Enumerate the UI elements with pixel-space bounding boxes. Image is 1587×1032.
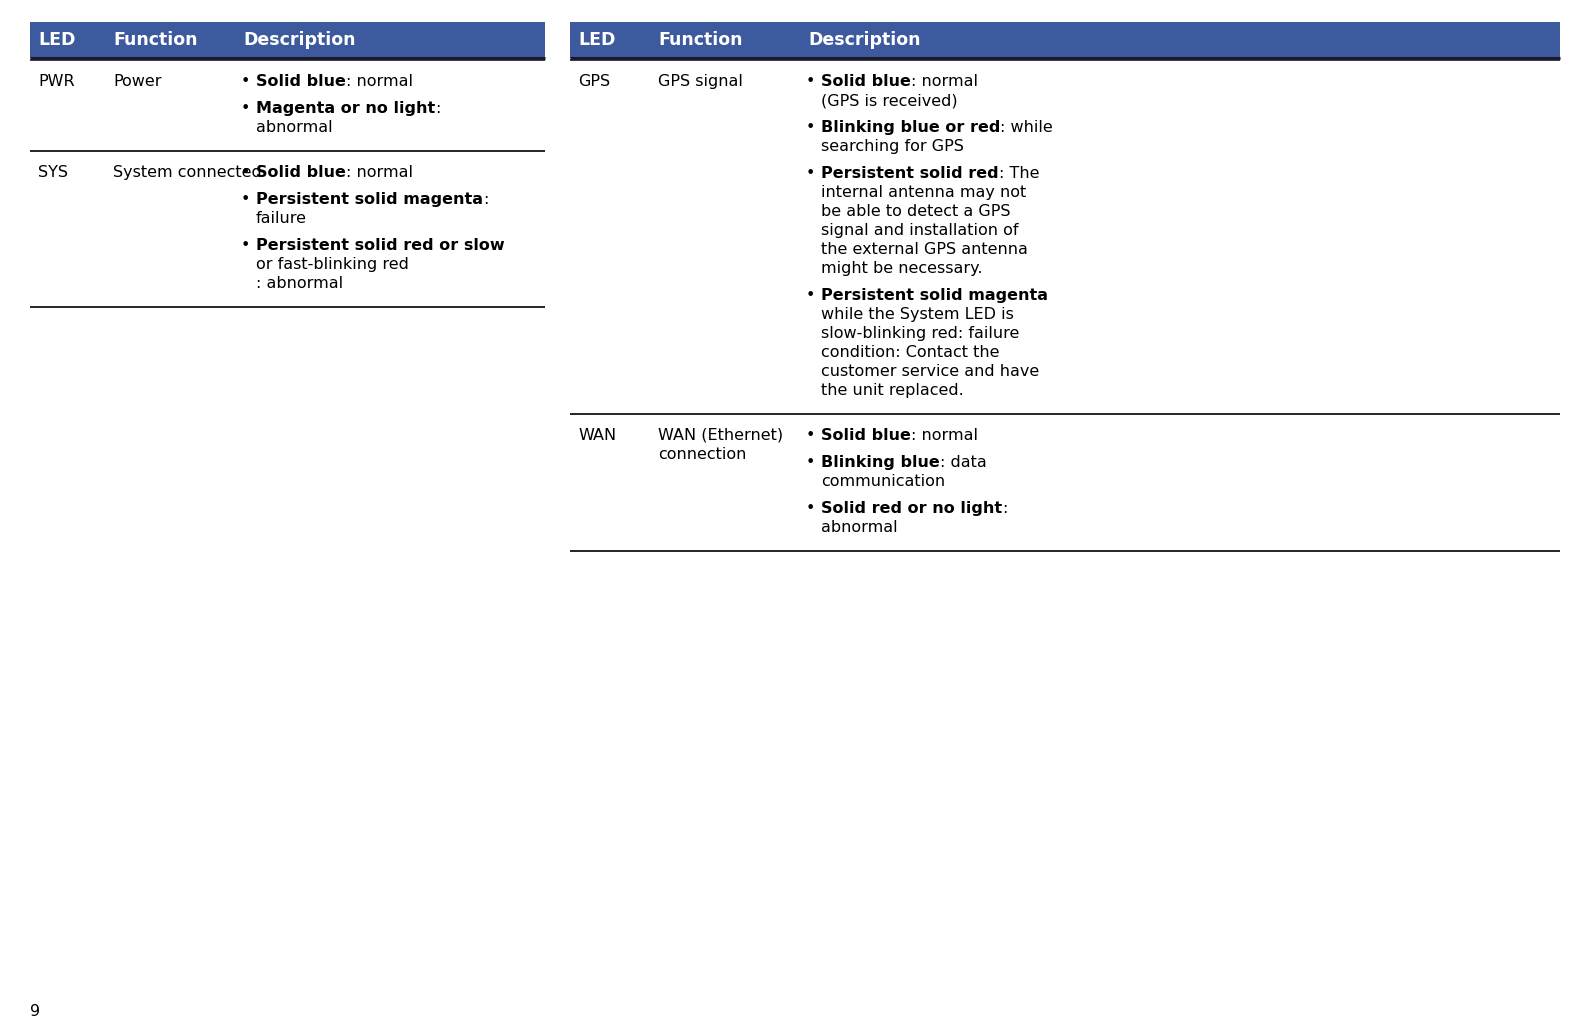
Text: :: : [1001,501,1008,516]
Bar [30,22,544,58]
Text: •: • [806,166,816,181]
Text: : while: : while [1000,120,1054,135]
Text: Solid blue: Solid blue [256,165,346,180]
Text: or fast-blinking red: or fast-blinking red [256,257,409,272]
Text: slow-blinking red: failure: slow-blinking red: failure [820,326,1019,341]
Text: Function: Function [113,31,197,49]
Text: might be necessary.: might be necessary. [820,261,982,276]
Text: •: • [241,192,251,207]
Text: abnormal: abnormal [820,520,898,535]
Text: :: : [482,192,489,207]
Text: Function: Function [659,31,743,49]
Text: SYS: SYS [38,165,68,180]
Text: : normal: : normal [346,165,413,180]
Text: signal and installation of: signal and installation of [820,223,1019,238]
Text: GPS: GPS [578,74,609,89]
Text: connection: connection [659,447,746,462]
Text: •: • [241,74,251,89]
Text: •: • [806,428,816,443]
Text: •: • [241,165,251,180]
Text: 9: 9 [30,1004,40,1019]
Bar [570,22,1560,58]
Text: Power: Power [113,74,162,89]
Text: Persistent solid red or slow: Persistent solid red or slow [256,238,505,253]
Text: Solid blue: Solid blue [820,74,911,89]
Text: Description: Description [808,31,920,49]
Text: be able to detect a GPS: be able to detect a GPS [820,204,1011,219]
Text: : normal: : normal [346,74,413,89]
Text: : normal: : normal [911,74,978,89]
Text: :: : [435,101,441,116]
Text: while the System LED is: while the System LED is [820,307,1014,322]
Text: LED: LED [578,31,616,49]
Text: the unit replaced.: the unit replaced. [820,383,963,398]
Text: failure: failure [256,211,306,226]
Text: WAN (Ethernet): WAN (Ethernet) [659,428,782,443]
Text: Persistent solid magenta: Persistent solid magenta [256,192,482,207]
Text: (GPS is received): (GPS is received) [820,93,957,108]
Text: the external GPS antenna: the external GPS antenna [820,241,1028,257]
Text: •: • [806,455,816,470]
Text: communication: communication [820,474,946,489]
Text: Persistent solid magenta: Persistent solid magenta [820,288,1047,303]
Text: Blinking blue: Blinking blue [820,455,940,470]
Text: •: • [241,101,251,116]
Text: abnormal: abnormal [256,120,333,135]
Text: •: • [241,238,251,253]
Text: Solid red or no light: Solid red or no light [820,501,1001,516]
Text: : normal: : normal [911,428,978,443]
Text: Solid blue: Solid blue [820,428,911,443]
Text: WAN: WAN [578,428,616,443]
Text: Magenta or no light: Magenta or no light [256,101,435,116]
Text: LED: LED [38,31,75,49]
Text: : The: : The [998,166,1039,181]
Text: : data: : data [940,455,987,470]
Text: internal antenna may not: internal antenna may not [820,185,1027,200]
Text: Blinking blue or red: Blinking blue or red [820,120,1000,135]
Text: condition: Contact the: condition: Contact the [820,345,1000,360]
Text: •: • [806,74,816,89]
Text: •: • [806,288,816,303]
Text: •: • [806,501,816,516]
Text: Description: Description [243,31,355,49]
Text: customer service and have: customer service and have [820,364,1039,379]
Text: : abnormal: : abnormal [256,276,343,291]
Text: searching for GPS: searching for GPS [820,139,963,154]
Text: Persistent solid red: Persistent solid red [820,166,998,181]
Text: Solid blue: Solid blue [256,74,346,89]
Text: PWR: PWR [38,74,75,89]
Text: GPS signal: GPS signal [659,74,743,89]
Text: System connected: System connected [113,165,262,180]
Text: •: • [806,120,816,135]
